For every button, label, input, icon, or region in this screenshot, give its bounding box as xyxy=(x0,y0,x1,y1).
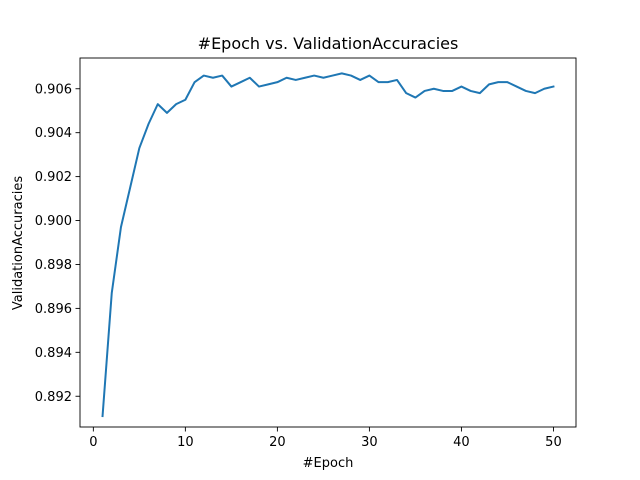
x-axis-label: #Epoch xyxy=(303,456,354,471)
x-tick-label: 20 xyxy=(269,435,286,450)
x-tick-label: 40 xyxy=(453,435,470,450)
y-tick-label: 0.904 xyxy=(35,126,72,141)
y-tick-label: 0.900 xyxy=(35,214,72,229)
series-line xyxy=(101,72,555,418)
plot-area xyxy=(101,72,555,418)
y-tick-label: 0.898 xyxy=(35,258,72,273)
chart-title: #Epoch vs. ValidationAccuracies xyxy=(198,34,459,53)
x-tick-label: 50 xyxy=(545,435,562,450)
axes-frame xyxy=(79,57,577,428)
x-tick-label: 30 xyxy=(361,435,378,450)
y-tick-label: 0.906 xyxy=(35,82,72,97)
y-tick-label: 0.892 xyxy=(35,390,72,405)
y-axis: 0.892 0.894 0.896 0.898 0.900 0.902 0.904 0.906 xyxy=(35,82,80,405)
y-tick-label: 0.896 xyxy=(35,302,72,317)
x-tick-label: 0 xyxy=(89,435,97,450)
y-tick-label: 0.902 xyxy=(35,170,72,185)
y-tick-label: 0.894 xyxy=(35,346,72,361)
y-axis-label: ValidationAccuracies xyxy=(11,176,26,310)
x-axis: 0 10 20 30 40 50 xyxy=(89,427,562,450)
x-tick-label: 10 xyxy=(177,435,194,450)
